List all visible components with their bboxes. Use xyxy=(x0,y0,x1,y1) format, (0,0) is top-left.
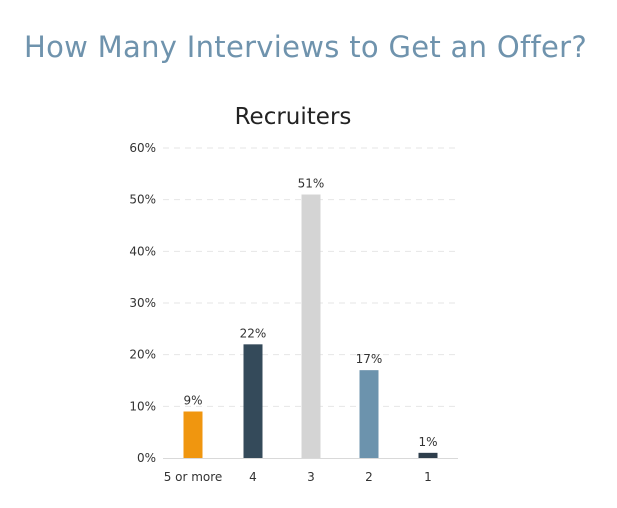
bar xyxy=(359,370,379,458)
y-tick-label: 30% xyxy=(129,296,156,310)
bar xyxy=(183,411,203,458)
bar xyxy=(418,452,438,458)
data-label: 22% xyxy=(240,326,267,340)
page-title: How Many Interviews to Get an Offer? xyxy=(24,30,588,64)
bars xyxy=(183,194,438,458)
x-tick-label: 4 xyxy=(249,470,257,484)
data-label: 17% xyxy=(356,352,383,366)
y-tick-label: 0% xyxy=(137,451,156,465)
x-tick-label: 5 or more xyxy=(164,470,223,484)
y-tick-label: 10% xyxy=(129,399,156,413)
data-label: 1% xyxy=(418,435,437,449)
y-tick-label: 40% xyxy=(129,244,156,258)
data-label: 9% xyxy=(183,394,202,408)
x-axis: 5 or more 4 3 2 1 xyxy=(164,470,432,484)
y-tick-label: 20% xyxy=(129,348,156,362)
x-tick-label: 2 xyxy=(365,470,373,484)
bar xyxy=(243,344,263,458)
y-axis: 0% 10% 20% 30% 40% 50% 60% xyxy=(129,141,156,465)
y-tick-label: 60% xyxy=(129,141,156,155)
y-tick-label: 50% xyxy=(129,193,156,207)
x-tick-label: 3 xyxy=(307,470,315,484)
x-tick-label: 1 xyxy=(424,470,432,484)
data-labels: 9% 22% 51% 17% 1% xyxy=(183,177,437,449)
data-label: 51% xyxy=(298,177,325,191)
bar xyxy=(301,194,321,458)
chart-title: Recruiters xyxy=(235,104,352,130)
